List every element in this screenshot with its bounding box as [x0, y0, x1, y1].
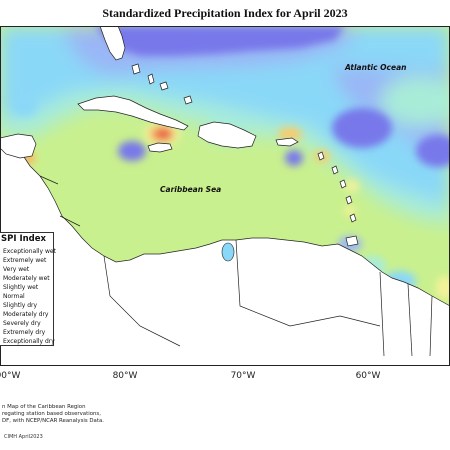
border-2	[407, 283, 413, 357]
bahamas-4	[183, 95, 193, 105]
antilles-3	[339, 179, 347, 189]
map-footnote: n Map of the Caribbean Region regating s…	[2, 404, 104, 425]
cuba	[77, 95, 189, 131]
jamaica	[147, 142, 173, 153]
spi-map-canvas: Atlantic Ocean Caribbean Sea	[0, 26, 450, 366]
antilles-1	[317, 151, 325, 161]
border-1	[379, 271, 385, 357]
footnote-line: DF, with NCEP/NCAR Reanalysis Data.	[2, 418, 104, 424]
antilles-5	[349, 213, 357, 223]
legend-title: SPI Index	[1, 234, 47, 244]
bahamas-3	[159, 81, 169, 91]
lake-maracaibo	[221, 242, 235, 262]
puerto-rico	[275, 137, 299, 147]
antilles-4	[345, 195, 353, 205]
longitude-label-60w: 60°W	[355, 371, 381, 381]
credit-text: CIMH April2023	[4, 434, 43, 440]
border-panama-colombia	[103, 255, 181, 347]
legend-item: Extremely dry	[3, 329, 46, 336]
longitude-label-80w: 80°W	[112, 371, 138, 381]
footnote-line: regating station based observations,	[2, 411, 101, 417]
legend-item: Very wet	[3, 266, 30, 273]
border-3	[429, 295, 433, 357]
legend-item: Extremely wet	[3, 257, 47, 264]
legend-item: Slightly dry	[3, 302, 38, 309]
legend-item: Exceptionally dry	[3, 338, 55, 345]
border-venezuela	[235, 239, 381, 327]
border-central-1	[59, 215, 81, 227]
hispaniola	[197, 121, 257, 149]
antilles-2	[331, 165, 339, 175]
atlantic-ocean-label: Atlantic Ocean	[344, 63, 406, 72]
florida	[99, 26, 126, 61]
yucatan	[0, 133, 37, 159]
legend-item: Moderately wet	[3, 275, 50, 282]
legend-item: Severely dry	[3, 320, 41, 327]
bahamas-1	[131, 63, 141, 75]
legend-item: Normal	[3, 293, 25, 300]
footnote-line: n Map of the Caribbean Region	[2, 404, 86, 410]
map-title: Standardized Precipitation Index for Apr…	[102, 6, 348, 20]
spi-legend: SPI Index Exceptionally wet Extremely we…	[0, 232, 56, 346]
legend-item: Exceptionally wet	[3, 248, 56, 255]
legend-item: Slightly wet	[3, 284, 39, 291]
border-central-2	[39, 175, 59, 185]
caribbean-sea-label: Caribbean Sea	[160, 185, 221, 194]
legend-item: Moderately dry	[3, 311, 49, 318]
trinidad	[345, 235, 359, 247]
bahamas-2	[147, 73, 155, 85]
longitude-label-70w: 70°W	[230, 371, 256, 381]
longitude-label-90w: 90°W	[0, 371, 21, 381]
spi-map: Atlantic Ocean Caribbean Sea	[0, 26, 450, 366]
